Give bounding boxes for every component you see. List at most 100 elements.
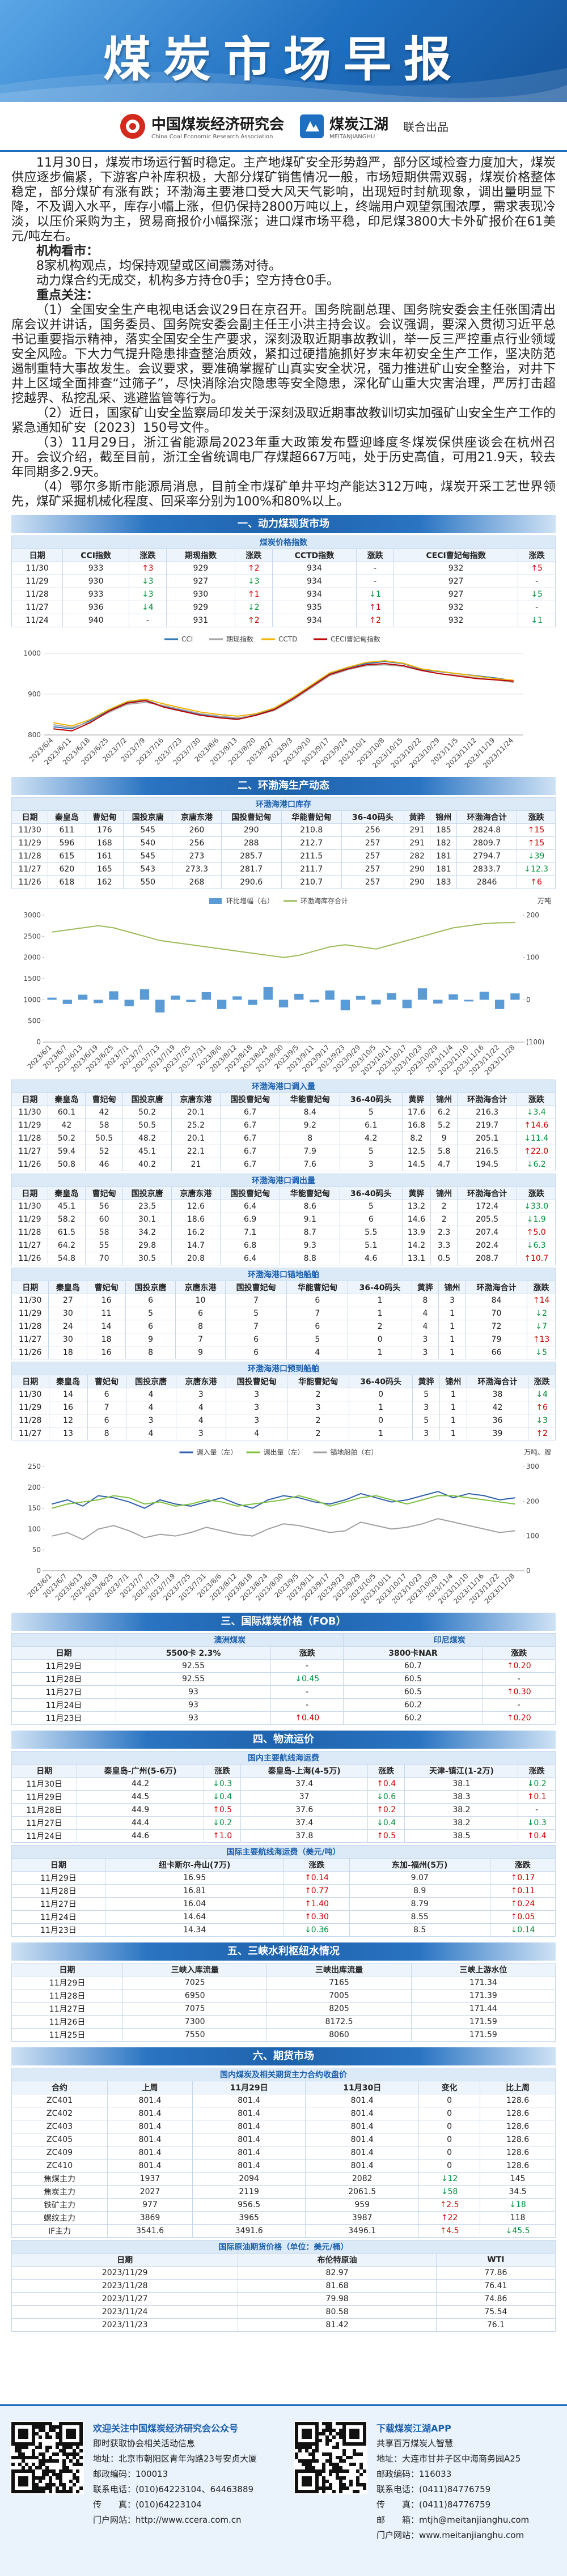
table-cell: 焦煤主力 [11, 2172, 108, 2186]
table-cell: ↑14 [527, 1294, 556, 1307]
bar [310, 1000, 319, 1002]
table-cell: 256 [172, 836, 222, 850]
bar [387, 993, 396, 1000]
qr-cell [42, 2473, 45, 2476]
qr-cell [349, 2463, 353, 2466]
qr-cell [49, 2425, 52, 2429]
qr-cell [325, 2480, 329, 2483]
bar [217, 1000, 227, 1009]
table-cell: 7 [286, 1307, 349, 1320]
table-cell: ZC409 [11, 2146, 108, 2160]
table-cell: ↑0.4 [518, 1829, 556, 1843]
table-cell: 8060 [266, 2028, 412, 2042]
table-cell: 30 [48, 1307, 88, 1320]
qr-cell [49, 2476, 52, 2480]
table-cell: 6.7 [219, 1132, 281, 1145]
table-cell: ↑5 [518, 562, 556, 575]
qr-cell [349, 2483, 353, 2486]
y-tick-label: 1000 [23, 649, 41, 657]
table-cell: 290 [403, 862, 431, 876]
qr-cell [11, 2456, 15, 2459]
table-cell: 176 [85, 823, 124, 837]
table-cell: 8172.5 [266, 2015, 412, 2029]
table-cell: ↑1.0 [203, 1829, 242, 1843]
table-cell: 216.5 [456, 1145, 518, 1158]
table-cell: 0 [348, 1388, 413, 1401]
table-cell: 5 [340, 1200, 403, 1213]
table-row: 11/28 24 14 6 8 7 6 2 4 1 72 ↓7 [11, 1320, 556, 1333]
table-cell: ↓7 [527, 1320, 556, 1333]
qr-cell [49, 2456, 52, 2459]
table-cell: ↓12.3 [517, 862, 556, 876]
table-cell: ↓0.4 [203, 1790, 242, 1804]
table-cell: ↑5.0 [517, 1226, 556, 1239]
qr-cell [329, 2486, 332, 2490]
table-cell: 13.2 [401, 1200, 431, 1213]
table-cell: 61.5 [47, 1226, 86, 1239]
table-cell: ↑14.6 [517, 1119, 556, 1132]
table-cell: 281.7 [221, 862, 282, 876]
table-cell: 257 [341, 836, 404, 850]
org2-text: 煤炭江湖 MEITANJIANGHU [329, 113, 388, 140]
table-cell: 93 [116, 1685, 271, 1699]
table-row: 11/27 30 18 9 7 6 5 0 3 1 79 ↑13 [11, 1333, 556, 1346]
table-row: 11月28日 16.81 ↑0.77 8.9 ↑0.11 [11, 1884, 556, 1898]
footer-line: 门户网站：www.meitanjianghu.com [376, 2530, 524, 2540]
table-cell: 9 [175, 1346, 226, 1359]
qr-cell [336, 2422, 339, 2425]
qr-cell [25, 2446, 28, 2449]
footer-line: 传 真：(010)64223104 [93, 2500, 202, 2510]
qr-cell [66, 2452, 69, 2456]
table-cell: 18 [87, 1333, 126, 1346]
table-row: 11/30 27 16 6 10 7 6 1 8 3 84 ↑14 [11, 1294, 556, 1307]
table-cell: ↑15 [517, 823, 556, 837]
table-cell: 58.2 [47, 1213, 86, 1226]
table-cell: 12.5 [401, 1145, 431, 1158]
column-header: 日期 [11, 1187, 48, 1200]
table-cell: 181 [430, 849, 458, 863]
column-header: 日期 [11, 1093, 48, 1106]
bar [433, 1000, 443, 1004]
qr-cell [329, 2456, 332, 2459]
table-cell: 0 [418, 2159, 481, 2173]
table-cell: 3869 [107, 2211, 193, 2225]
qr-cell [52, 2483, 56, 2486]
table-row: 11/29 58.2 60 30.1 18.6 6.9 9.1 6 14.6 2 205.5 ↓1.9 [11, 1213, 556, 1226]
qr-cell [319, 2473, 322, 2476]
column-header: 环渤海合计 [456, 1093, 518, 1106]
table-row: 焦煤主力 1937 2094 2082 ↓12 145 [11, 2172, 556, 2186]
column-header: 环渤海合计 [466, 1375, 529, 1388]
table-cell: 6 [225, 1333, 287, 1346]
table-cell: ↓3.4 [517, 1106, 556, 1119]
table-cell: 1 [439, 1401, 467, 1414]
table-row: 11月29日 44.5 ↓0.4 37 ↓0.6 38.3 ↑0.1 [11, 1790, 556, 1804]
series-line [52, 922, 515, 958]
qr-cell [45, 2469, 49, 2473]
table-cell: 3965 [192, 2211, 306, 2225]
table-cell: 55 [84, 1239, 124, 1252]
table-cell: 1 [348, 1294, 412, 1307]
column-header: 11月30日 [305, 2081, 419, 2094]
caption-row: 国内主要航线海运费 [11, 1751, 556, 1765]
qr-cell [49, 2459, 52, 2463]
qr-cell [76, 2446, 79, 2449]
table-cell: 14.34 [104, 1923, 285, 1937]
table-cell: 205.5 [456, 1213, 518, 1226]
header-row: 日期 秦皇岛 曹妃甸 国投京唐 京唐东港 国投曹妃甸 华能曹妃甸 36-40码头 黄骅 锦州 环渤海… [11, 810, 556, 824]
table-row: 螺纹主力 3869 3965 3987 ↑22 118 [11, 2211, 556, 2225]
qr-cell [298, 2446, 302, 2449]
table-cell: ↑6 [528, 1401, 556, 1414]
qr-cell [49, 2429, 52, 2432]
caption-row: 环渤海港口调出量 [11, 1174, 556, 1187]
qr-cell [52, 2452, 56, 2456]
table-cell: 3 [125, 1414, 176, 1427]
column-header: 曹妃甸 [87, 1281, 126, 1294]
table-cell: 79 [465, 1333, 528, 1346]
table-cell: 80.58 [238, 2305, 437, 2319]
table-cell: 929 [166, 562, 236, 575]
table-row: 11/26 54.8 70 30.5 20.8 6.4 8.8 4.6 13.1 0.5 208.7… [11, 1252, 556, 1265]
footer-sub: 即时获取协会相关活动信息 [93, 2438, 196, 2449]
table-cell: ↑13 [527, 1333, 556, 1346]
table-row: 11/28 12 6 3 4 3 2 0 5 1 36 ↓3 [11, 1414, 556, 1427]
table-cell: 2061.5 [305, 2185, 419, 2199]
